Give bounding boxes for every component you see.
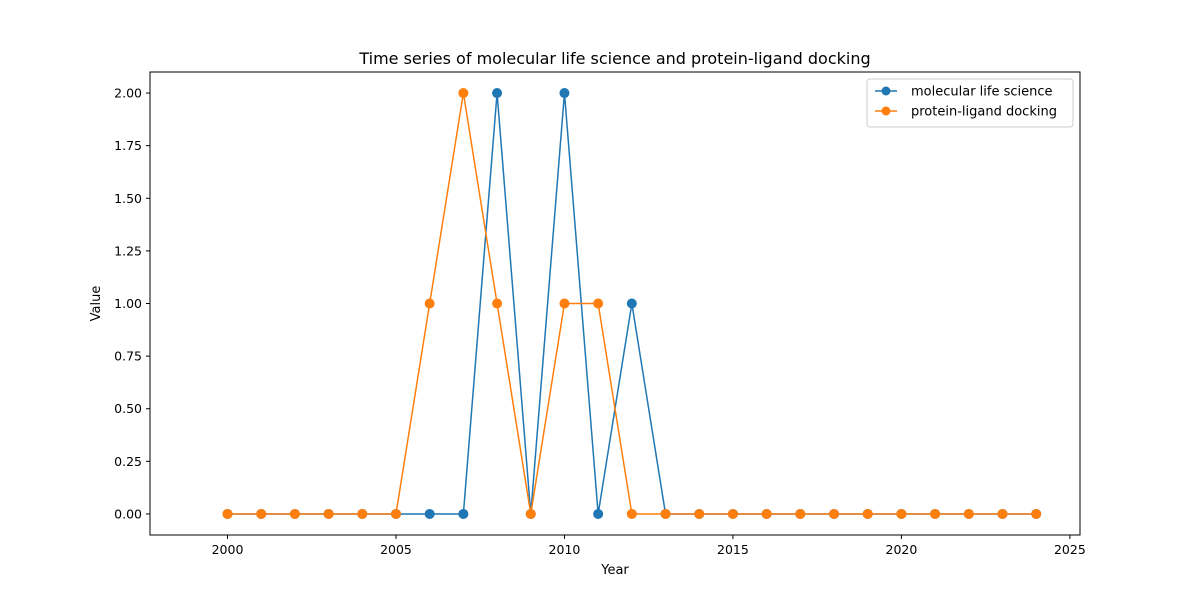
data-point-protein-ligand-docking (323, 508, 334, 519)
y-tick-label: 0.00 (114, 506, 142, 521)
data-point-protein-ligand-docking (1031, 508, 1042, 519)
series-protein-ligand-docking (222, 88, 1042, 519)
data-point-protein-ligand-docking (761, 508, 772, 519)
data-point-protein-ligand-docking (256, 508, 267, 519)
data-point-molecular-life-science (593, 508, 604, 519)
data-point-protein-ligand-docking (289, 508, 300, 519)
y-axis: 0.00 0.25 0.50 0.75 1.00 1.25 1.50 1.75 2.00 (114, 86, 150, 521)
data-point-protein-ligand-docking (694, 508, 705, 519)
y-tick-label: 1.00 (114, 296, 142, 311)
x-tick-label: 2020 (886, 542, 918, 557)
data-point-protein-ligand-docking (896, 508, 907, 519)
legend-item-protein-ligand-docking: protein-ligand docking (875, 105, 1057, 120)
data-point-protein-ligand-docking (593, 298, 604, 309)
data-point-protein-ligand-docking (862, 508, 873, 519)
data-point-protein-ligand-docking (795, 508, 806, 519)
data-point-protein-ligand-docking (997, 508, 1008, 519)
data-point-protein-ligand-docking (727, 508, 738, 519)
plot-frame (149, 71, 1081, 536)
y-tick-label: 2.00 (114, 86, 142, 101)
legend-label: molecular life science (911, 85, 1053, 100)
data-point-protein-ligand-docking (357, 508, 368, 519)
legend-marker (881, 106, 891, 116)
x-tick-label: 2000 (212, 542, 244, 557)
y-tick-label: 1.25 (114, 243, 142, 258)
legend-marker (881, 86, 891, 96)
legend: molecular life science protein-ligand doc… (866, 78, 1074, 128)
y-tick-label: 1.75 (114, 138, 142, 153)
data-point-molecular-life-science (424, 508, 435, 519)
legend-box (866, 78, 1074, 128)
x-tick-label: 2005 (380, 542, 412, 557)
y-axis-label: Value (89, 286, 104, 322)
x-tick-label: 2025 (1054, 542, 1086, 557)
data-point-molecular-life-science (559, 88, 570, 99)
data-point-protein-ligand-docking (492, 298, 503, 309)
x-tick-label: 2015 (717, 542, 749, 557)
data-point-protein-ligand-docking (559, 298, 570, 309)
data-point-protein-ligand-docking (963, 508, 974, 519)
x-axis: 2000 2005 2010 2015 2020 2025 (212, 535, 1086, 557)
series-layer (222, 88, 1042, 519)
data-point-protein-ligand-docking (390, 508, 401, 519)
legend-item-molecular-life-science: molecular life science (875, 85, 1053, 100)
data-point-protein-ligand-docking (525, 508, 536, 519)
x-tick-label: 2010 (549, 542, 581, 557)
legend-label: protein-ligand docking (911, 105, 1057, 120)
data-point-protein-ligand-docking (660, 508, 671, 519)
plot-area (150, 72, 1080, 535)
data-point-protein-ligand-docking (829, 508, 840, 519)
data-point-protein-ligand-docking (626, 508, 637, 519)
data-point-protein-ligand-docking (458, 88, 469, 99)
x-axis-label: Year (600, 563, 629, 578)
chart-title: Time series of molecular life science an… (358, 49, 870, 68)
data-point-protein-ligand-docking (222, 508, 233, 519)
y-tick-label: 0.75 (114, 349, 142, 364)
data-point-molecular-life-science (458, 508, 469, 519)
y-tick-label: 0.25 (114, 454, 142, 469)
y-tick-label: 1.50 (114, 191, 142, 206)
y-tick-label: 0.50 (114, 401, 142, 416)
data-point-protein-ligand-docking (424, 298, 435, 309)
data-point-molecular-life-science (492, 88, 503, 99)
data-point-molecular-life-science (626, 298, 637, 309)
data-point-protein-ligand-docking (930, 508, 941, 519)
